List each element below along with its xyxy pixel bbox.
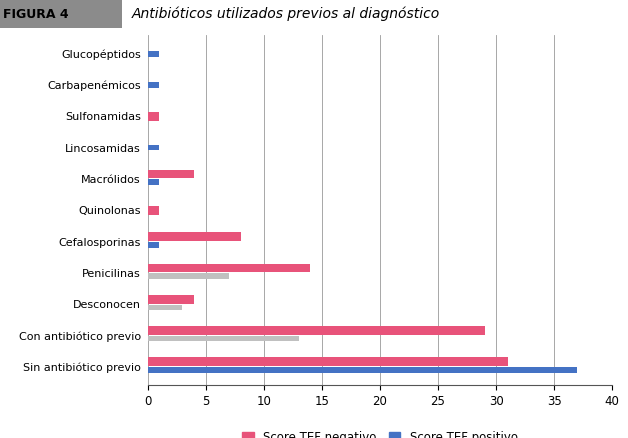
Bar [148,242,160,247]
Bar [148,82,160,88]
Bar [148,367,577,373]
Bar [148,304,182,310]
Bar [148,51,160,57]
Bar [148,357,507,366]
Bar [148,206,160,215]
FancyBboxPatch shape [0,0,122,28]
Text: FIGURA 4: FIGURA 4 [3,8,68,21]
Bar [148,170,194,179]
Legend: Score TEF negativo, Score TEF positivo: Score TEF negativo, Score TEF positivo [237,426,522,438]
Bar [148,264,310,272]
Bar [148,336,299,342]
Bar [148,112,160,121]
Bar [148,180,160,185]
Text: Antibióticos utilizados previos al diagnóstico: Antibióticos utilizados previos al diagn… [132,7,440,21]
Bar [148,232,241,241]
Bar [148,145,160,151]
Bar [148,326,485,335]
Bar [148,273,229,279]
Bar [148,295,194,304]
